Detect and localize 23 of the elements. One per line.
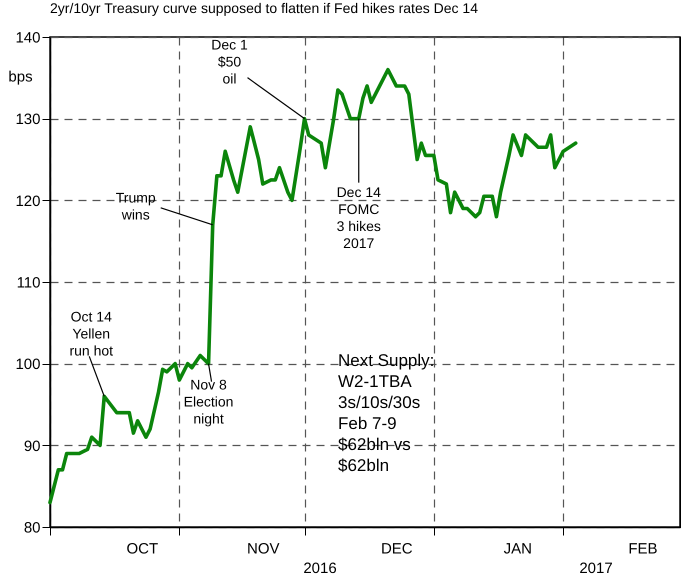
y-tick-label: 130 bbox=[15, 111, 40, 128]
text: 2016 bbox=[303, 560, 337, 577]
x-tick-label: DEC bbox=[380, 540, 413, 558]
text: 2017 bbox=[579, 560, 613, 577]
y-tick-label: 140 bbox=[15, 30, 40, 46]
annotation: Next Supply: W2-1TBA 3s/10s/30s Feb 7-9 $62bln vs $62bln bbox=[338, 351, 434, 475]
chart-title: 2yr/10yr Treasury curve supposed to flatten if Fed hikes rates Dec 14 bbox=[50, 0, 478, 16]
y-axis-title: bps bbox=[8, 68, 33, 86]
y-tick-label: 120 bbox=[15, 192, 40, 210]
annotation: Dec 14 FOMC 3 hikes 2017 bbox=[336, 184, 382, 252]
y-tick-label: 100 bbox=[15, 356, 40, 374]
x-tick-label: OCT bbox=[126, 540, 158, 558]
line-series bbox=[48, 68, 578, 504]
annotation: Nov 8 Election night bbox=[184, 376, 234, 427]
x-tick-label: JAN bbox=[504, 540, 532, 558]
annotation: Trump wins bbox=[116, 189, 156, 222]
y-tick-label: 110 bbox=[16, 274, 40, 292]
x-tick-label: NOV bbox=[247, 540, 280, 558]
annotation: Dec 1 $50 oil bbox=[211, 36, 248, 87]
y-tick-label: 80 bbox=[24, 520, 40, 536]
annotation: Oct 14 Yellen run hot bbox=[69, 308, 114, 358]
x-tick-label: FEB bbox=[628, 540, 658, 558]
y-tick-label: 90 bbox=[24, 438, 40, 455]
